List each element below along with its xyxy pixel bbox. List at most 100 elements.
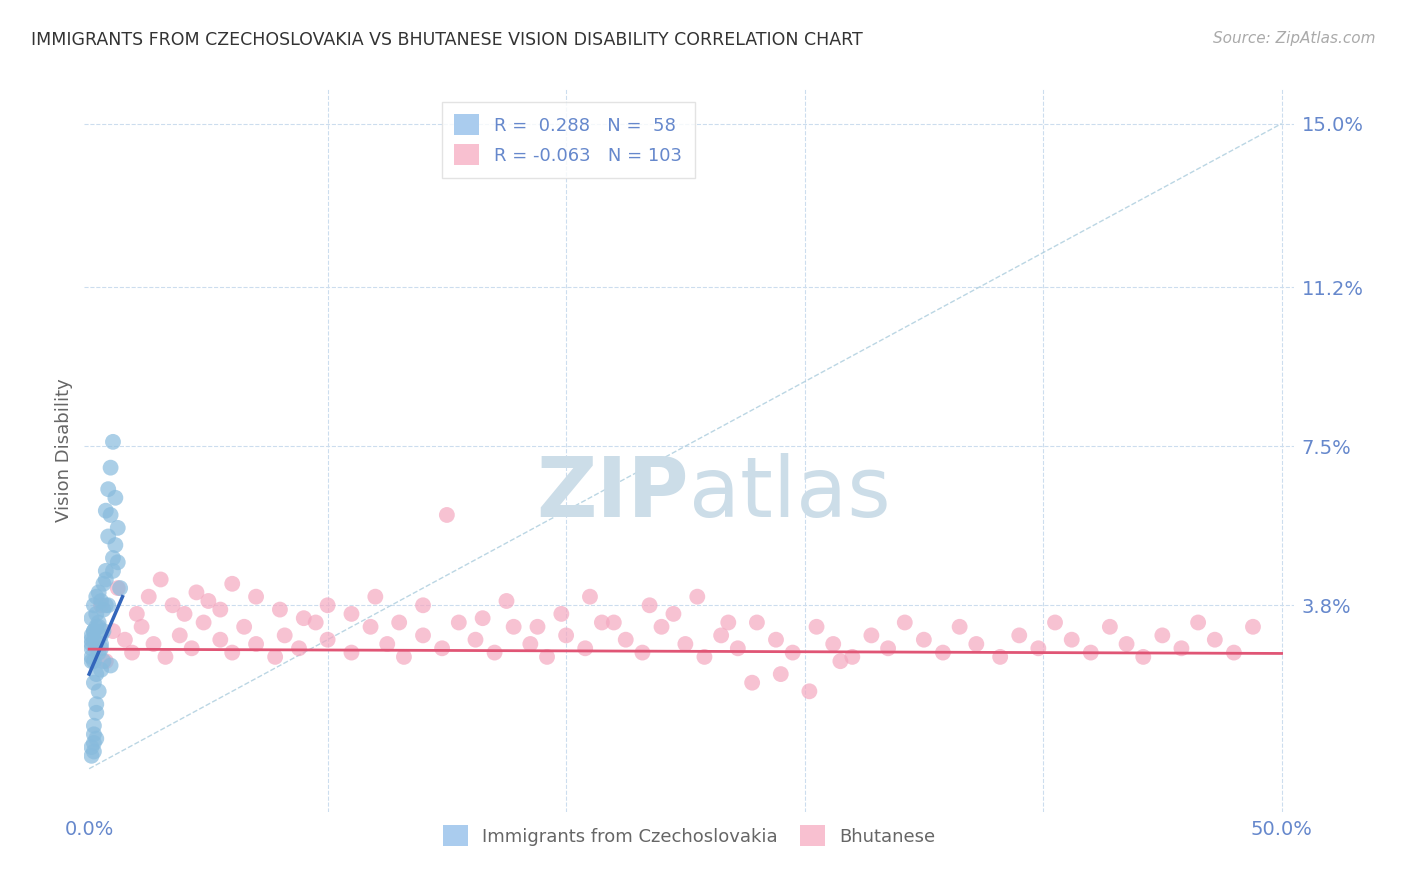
Point (94, 564, 117, 578)
Point (965, 637, 987, 651)
Point (662, 607, 685, 621)
Point (83, 736, 105, 750)
Point (591, 615, 613, 630)
Text: atlas: atlas (689, 453, 890, 534)
Point (447, 615, 470, 630)
Point (912, 632, 935, 647)
Point (101, 434, 124, 449)
Point (1241, 620, 1264, 634)
Point (932, 646, 955, 660)
Point (555, 628, 578, 642)
Text: Source: ZipAtlas.com: Source: ZipAtlas.com (1212, 31, 1375, 46)
Point (495, 594, 517, 608)
Point (841, 649, 863, 664)
Point (1132, 649, 1154, 664)
Y-axis label: Vision Disability: Vision Disability (55, 378, 73, 523)
Point (536, 649, 558, 664)
Point (101, 564, 124, 578)
Point (269, 602, 291, 616)
Point (375, 637, 398, 651)
Point (121, 646, 143, 660)
Point (107, 521, 129, 535)
Point (87, 620, 110, 634)
Point (83, 719, 105, 733)
Point (526, 620, 548, 634)
Point (100, 460, 122, 475)
Point (1043, 615, 1066, 630)
Point (94, 599, 117, 613)
Point (138, 590, 160, 604)
Point (877, 641, 900, 656)
Point (80, 740, 103, 755)
Point (180, 641, 202, 656)
Point (80, 641, 103, 656)
Point (292, 611, 315, 625)
Point (436, 508, 458, 522)
Point (823, 637, 845, 651)
Point (83, 675, 105, 690)
Point (799, 684, 821, 698)
Point (83, 599, 105, 613)
Point (90, 599, 112, 613)
Point (80, 649, 103, 664)
Point (673, 637, 696, 651)
Point (84, 706, 107, 720)
Point (155, 649, 177, 664)
Point (197, 594, 219, 608)
Point (693, 649, 716, 664)
Point (131, 620, 153, 634)
Point (550, 607, 572, 621)
Point (209, 632, 232, 647)
Point (340, 646, 363, 660)
Point (101, 624, 124, 639)
Point (484, 646, 506, 660)
Point (169, 628, 191, 642)
Point (142, 637, 165, 651)
Point (1080, 646, 1102, 660)
Point (209, 602, 232, 616)
Point (100, 508, 122, 522)
Point (288, 641, 311, 656)
Point (412, 599, 434, 613)
Point (87, 684, 110, 698)
Point (1152, 628, 1174, 642)
Point (1204, 632, 1226, 647)
Point (107, 555, 129, 569)
Point (87, 646, 110, 660)
Point (710, 628, 733, 642)
Point (83, 654, 105, 668)
Point (830, 654, 852, 668)
Point (83, 624, 105, 639)
Point (97, 529, 120, 543)
Point (149, 573, 172, 587)
Point (114, 632, 136, 647)
Point (104, 538, 127, 552)
Point (1060, 632, 1083, 647)
Point (84, 731, 107, 746)
Point (305, 615, 328, 630)
Point (84, 590, 107, 604)
Point (83, 624, 105, 639)
Point (388, 615, 411, 630)
Point (125, 607, 148, 621)
Point (949, 620, 972, 634)
Point (245, 590, 267, 604)
Point (94, 654, 117, 668)
Point (1187, 615, 1209, 630)
Point (186, 585, 208, 599)
Point (97, 599, 120, 613)
Point (173, 607, 195, 621)
Point (519, 637, 541, 651)
Text: ZIP: ZIP (537, 453, 689, 534)
Point (193, 615, 215, 630)
Point (97, 482, 120, 496)
Point (87, 585, 110, 599)
Point (101, 551, 124, 566)
Point (90, 594, 112, 608)
Point (727, 641, 749, 656)
Point (162, 599, 184, 613)
Point (84, 620, 107, 634)
Point (1008, 628, 1031, 642)
Point (471, 611, 494, 625)
Legend: Immigrants from Czechoslovakia, Bhutanese: Immigrants from Czechoslovakia, Bhutanes… (436, 818, 942, 854)
